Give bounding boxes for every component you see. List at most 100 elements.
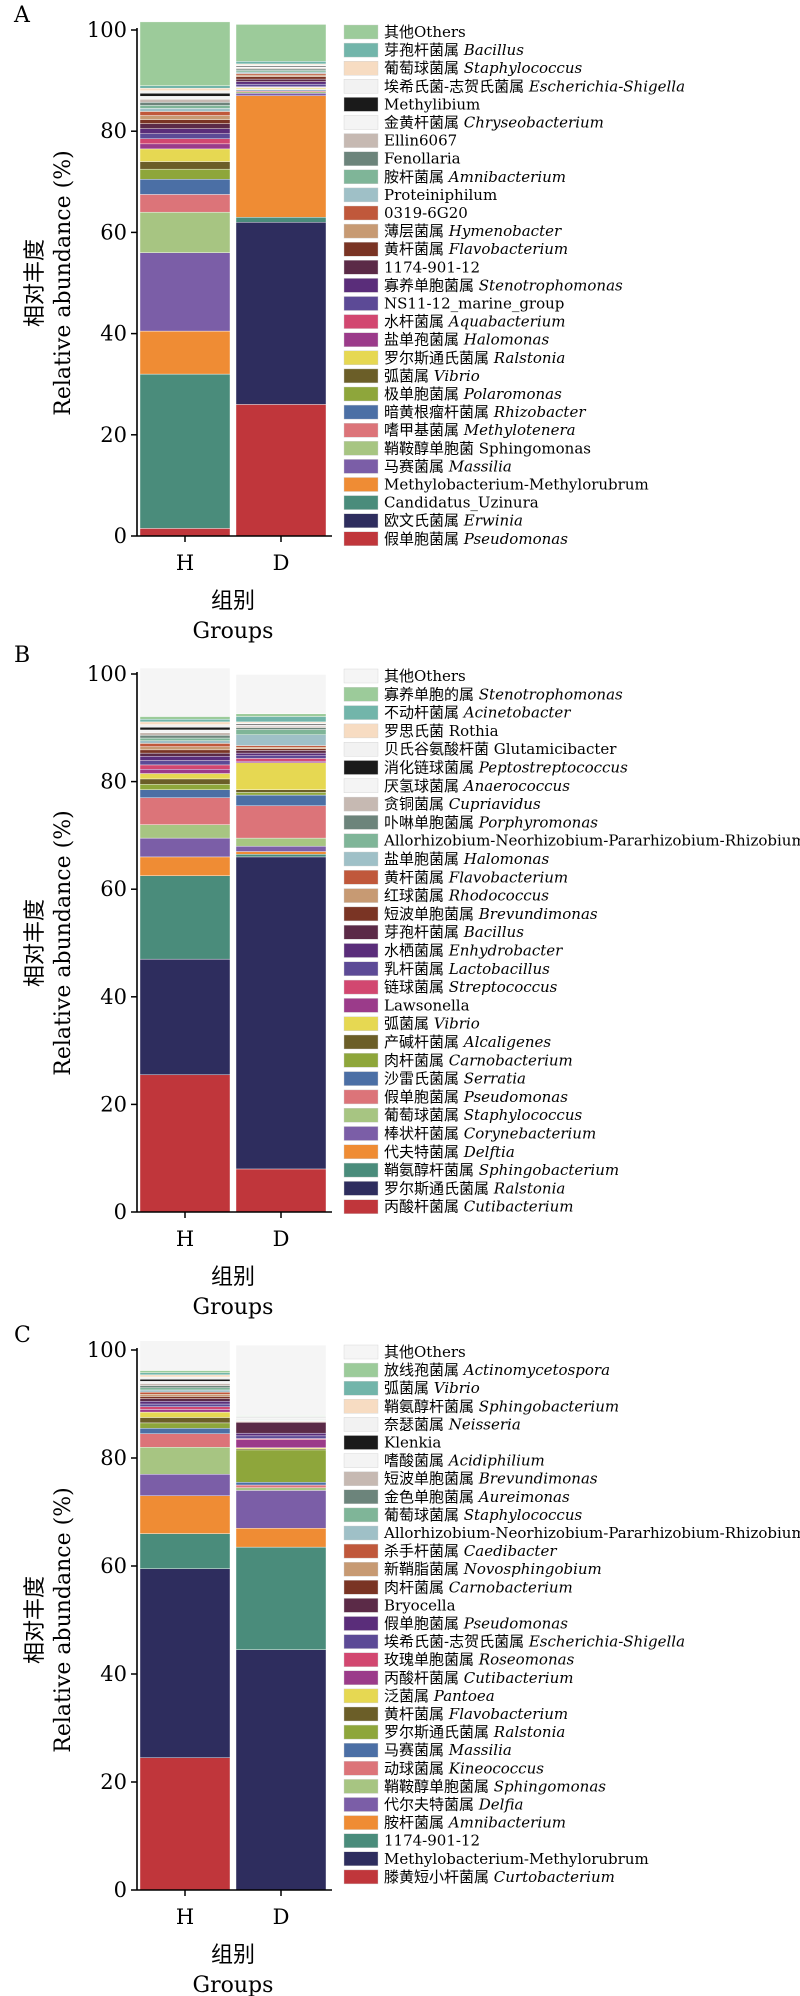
bar-segment-h-25 [139, 1376, 231, 1380]
bar-segment-h-28 [139, 1370, 231, 1373]
bar-segment-d-10 [235, 762, 327, 790]
legend-swatch [343, 24, 379, 40]
bar-segment-d-7 [235, 794, 327, 807]
legend-swatch [343, 296, 379, 311]
legend-label: 产碱杆菌属 Alcaligenes [384, 1033, 551, 1051]
panel-a: A H D 0 20 40 60 80 100 相对丰度 Relative abundance (%… [13, 3, 685, 644]
legend-label: 丙酸杆菌属 Cutibacterium [384, 1669, 573, 1687]
legend-label: 短波单胞菌属 Brevundimonas [384, 1470, 598, 1488]
bar-segment-h-17 [139, 746, 231, 751]
legend-swatch [343, 1815, 379, 1830]
panel-c: C H D 0 20 40 60 80 100 相对丰度 Relative abundance (%… [14, 1323, 800, 1996]
legend-label: 盐单孢菌属 Halomonas [384, 331, 549, 349]
legend-swatch [343, 668, 379, 684]
legend-label: 埃希氏菌-志贺氏菌属 Escherichia-Shigella [384, 1633, 685, 1651]
legend-label: 新鞘脂菌属 Novosphingobium [384, 1560, 602, 1578]
legend-label: 弧菌属 Vibrio [384, 367, 480, 385]
bar-segment-h-16 [139, 749, 231, 754]
legend-label: Methylobacterium-Methylorubrum [384, 476, 649, 494]
bar-segment-d-11 [235, 760, 327, 763]
legend-swatch [343, 1107, 379, 1123]
legend-label: 黄杆菌属 Flavobacterium [384, 240, 568, 258]
legend-swatch [343, 833, 379, 848]
legend-swatch [343, 1399, 379, 1414]
bar-segment-d-16 [235, 76, 327, 80]
legend-swatch [343, 1053, 379, 1068]
legend-swatch [343, 314, 379, 329]
bar-segment-h-7 [139, 1428, 231, 1434]
bar-segment-d-8 [235, 792, 327, 796]
x-axis-title-en: Groups [193, 1973, 274, 1996]
y-axis-title-en: Relative abundance (%) [51, 810, 76, 1075]
legend-swatch [343, 723, 379, 739]
y-tick-label-60: 60 [100, 220, 127, 244]
legend-swatch [343, 1634, 379, 1649]
legend-swatch [343, 441, 379, 456]
bar-segment-h-25 [139, 90, 231, 94]
bar-segment-h-27 [139, 718, 231, 723]
legend-swatch [343, 61, 379, 76]
bar-segment-d-15 [235, 1422, 327, 1434]
bar-segment-h-26 [139, 1374, 231, 1378]
legend-label: Candidatus_Uzinura [384, 494, 539, 512]
bar-segment-h-10 [139, 773, 231, 780]
bar-segment-h-18 [139, 743, 231, 747]
legend-swatch [343, 531, 379, 546]
bar-segment-h-15 [139, 1398, 231, 1402]
bar-segment-h-1 [139, 1568, 231, 1758]
legend-swatch [343, 1616, 379, 1631]
legend-label: 马赛菌属 Massilia [384, 1741, 512, 1759]
bar-segment-h-12 [139, 1406, 231, 1410]
bar-segment-h-19 [139, 740, 231, 744]
bar-segment-h-15 [139, 123, 231, 129]
legend-swatch [343, 1833, 379, 1848]
bar-segment-d-15 [235, 78, 327, 82]
legend-label: 弧菌属 Vibrio [384, 1379, 480, 1397]
legend-swatch [343, 495, 379, 510]
bar-segment-h-0 [139, 1074, 231, 1213]
bar-segment-h-6 [139, 1433, 231, 1448]
legend-label: Methylobacterium-Methylorubrum [384, 1850, 649, 1868]
legend-swatch [343, 1489, 379, 1505]
legend-swatch [343, 187, 379, 203]
bar-segment-h-14 [139, 128, 231, 134]
legend-label: Lawsonella [384, 996, 470, 1014]
legend-label: 寡养单胞的属 Stenotrophomonas [384, 685, 623, 703]
legend-label: 卟啉单胞菌属 Porphyromonas [384, 813, 598, 831]
legend-swatch [343, 404, 379, 420]
bar-segment-h-18 [139, 111, 231, 116]
bar-segment-d-14 [235, 752, 327, 756]
bar-segment-h-3 [139, 330, 231, 375]
bar-segment-d-6 [235, 1484, 327, 1488]
x-axis-title-cn: 组别 [211, 1943, 255, 1968]
bar-segment-d-8 [235, 1449, 327, 1483]
bar-segment-d-3 [235, 1527, 327, 1548]
legend-label: Allorhizobium-Neorhizobium-Pararhizobium… [383, 1524, 800, 1542]
legend-swatch [343, 1797, 379, 1812]
legend-label: 肉杆菌属 Carnobacterium [384, 1578, 573, 1596]
legend-swatch [343, 1071, 379, 1086]
y-tick-label-40: 40 [100, 1662, 127, 1686]
bar-segment-d-22 [235, 725, 327, 728]
legend-label: 黄杆菌属 Flavobacterium [384, 1705, 568, 1723]
legend-swatch [343, 79, 379, 94]
bar-segment-d-28 [235, 713, 327, 717]
bar-segment-d-14 [235, 81, 327, 85]
y-tick-label-20: 20 [100, 1092, 127, 1116]
legend-swatch [343, 1453, 379, 1468]
legend-swatch [343, 241, 379, 257]
legend-swatch [343, 778, 379, 793]
bar-segment-d-3 [235, 851, 327, 855]
legend-label: 玫瑰单胞菌属 Roseomonas [384, 1651, 575, 1669]
bar-segment-h-11 [139, 143, 231, 150]
legend-swatch [343, 1543, 379, 1559]
bar-segment-h-14 [139, 1401, 231, 1405]
legend-label: 代夫特菌属 Delftia [384, 1143, 515, 1161]
legend-label: 代尔夫特菌属 Delfia [384, 1796, 523, 1814]
legend-label: 胺杆菌属 Amnibacterium [384, 1814, 566, 1832]
legend-swatch [343, 1144, 379, 1160]
bar-segment-d-2 [235, 217, 327, 223]
panel-b: B H D 0 20 40 60 80 100 相对丰度 Relative abundance (%… [14, 643, 800, 1320]
bar-segment-d-13 [235, 1435, 327, 1439]
legend-label: 水栖菌属 Enhydrobacter [384, 942, 563, 960]
